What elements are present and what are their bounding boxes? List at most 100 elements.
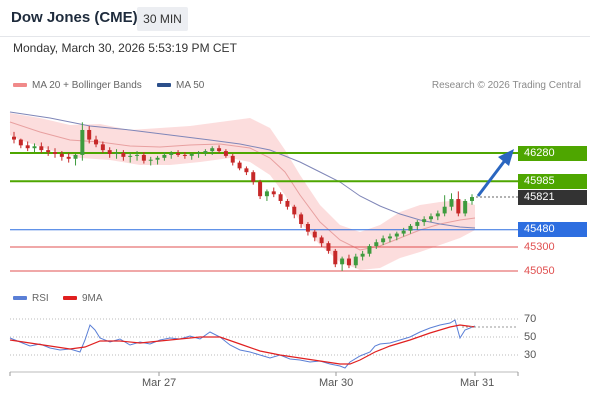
candle-body — [333, 250, 338, 265]
rsi-tick-50: 50 — [524, 331, 537, 343]
candle — [456, 191, 461, 217]
header-divider — [0, 36, 590, 37]
candle-body — [387, 236, 392, 239]
candle — [319, 235, 324, 248]
rsi-ma-line — [9, 324, 476, 365]
candle — [189, 153, 194, 160]
candle — [244, 166, 249, 176]
candle — [25, 141, 30, 152]
candle — [155, 155, 160, 165]
candle — [449, 193, 454, 211]
instrument-title: Dow Jones (CME) — [11, 9, 138, 26]
candle — [53, 148, 58, 158]
rsi-swatch — [13, 296, 27, 301]
legend-ma9: 9MA — [63, 293, 103, 304]
candle — [73, 153, 78, 166]
candle-body — [46, 150, 51, 153]
candle — [394, 231, 399, 241]
candle-body — [367, 246, 372, 254]
bollinger-swatch — [13, 83, 27, 88]
candle — [210, 146, 215, 155]
rsi-label: RSI — [32, 293, 49, 304]
projection-arrow-shaft — [476, 158, 508, 197]
candle — [360, 250, 365, 261]
candle-body — [278, 194, 283, 201]
candle-body — [422, 219, 427, 223]
candle — [326, 241, 331, 254]
x-label-mar30: Mar 30 — [319, 377, 354, 389]
timeframe-button[interactable]: 30 MIN — [137, 7, 188, 31]
candle — [278, 192, 283, 204]
legend-bollinger: MA 20 + Bollinger Bands — [13, 80, 142, 91]
candle-body — [162, 154, 167, 158]
candle-body — [394, 233, 399, 237]
bollinger-label: MA 20 + Bollinger Bands — [32, 80, 142, 91]
candle-body — [428, 216, 433, 220]
candle-body — [442, 206, 447, 214]
candle-body — [449, 199, 454, 207]
candle-body — [271, 191, 276, 195]
candle — [114, 149, 119, 159]
candle-body — [312, 231, 317, 238]
candle — [94, 135, 99, 148]
price-label-45821: 45821 — [518, 189, 587, 205]
candle-body — [435, 213, 440, 217]
candle — [107, 147, 112, 158]
candle-body — [128, 155, 133, 157]
ma50-label: MA 50 — [176, 80, 205, 91]
candle-body — [264, 191, 269, 197]
candle-body — [299, 214, 304, 224]
candle — [87, 126, 92, 144]
candle-body — [305, 223, 310, 232]
rsi-tick-30: 30 — [524, 349, 537, 361]
ma50-swatch — [157, 83, 171, 88]
candle-body — [210, 148, 215, 152]
candle-body — [135, 154, 140, 156]
candle — [217, 145, 222, 153]
candle-body — [415, 222, 420, 226]
candle-body — [340, 258, 345, 265]
bollinger-band — [10, 113, 475, 270]
candle-body — [12, 136, 16, 140]
candle — [251, 170, 256, 185]
candle — [18, 138, 23, 149]
candle — [12, 131, 16, 144]
price-label-45480: 45480 — [518, 222, 587, 238]
x-label-mar27: Mar 27 — [142, 377, 177, 389]
candle-body — [176, 153, 181, 155]
timestamp: Monday, March 30, 2026 5:53:19 PM CET — [13, 41, 237, 55]
candle-body — [148, 159, 153, 161]
candle-body — [258, 181, 263, 197]
candle-body — [353, 256, 358, 266]
candle-body — [223, 151, 228, 156]
candle — [305, 222, 310, 236]
candle-body — [237, 162, 242, 169]
candle-body — [25, 145, 30, 149]
header-bar: Dow Jones (CME) 30 MIN — [0, 0, 590, 36]
candle-body — [114, 153, 119, 154]
candle-body — [107, 150, 112, 154]
candle-body — [360, 253, 365, 257]
candle — [46, 146, 51, 156]
candle — [387, 233, 392, 243]
rsi-line — [9, 319, 476, 369]
candle-body — [73, 154, 78, 159]
projection-arrow — [476, 149, 514, 197]
candle — [230, 153, 235, 166]
candle — [223, 149, 228, 158]
ma20-line — [9, 121, 476, 251]
candle-body — [408, 225, 413, 231]
candle — [237, 160, 242, 171]
candle — [66, 153, 71, 163]
candle — [312, 229, 317, 242]
candle — [176, 150, 181, 157]
candle — [141, 152, 146, 164]
legend-rsi: RSI — [13, 293, 49, 304]
candle — [422, 216, 427, 226]
candle-body — [251, 172, 256, 182]
candle — [59, 151, 64, 161]
candle-body — [217, 148, 222, 152]
candle — [148, 156, 153, 166]
candle-body — [456, 199, 461, 214]
